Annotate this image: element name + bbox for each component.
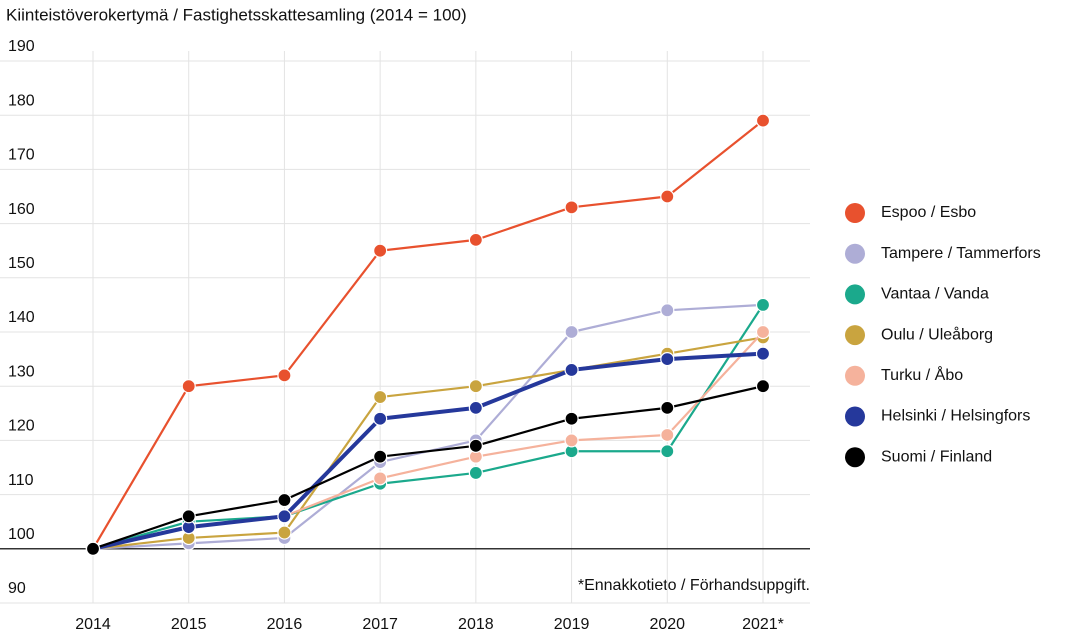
x-tick-label: 2020: [649, 616, 685, 633]
point: [755, 379, 771, 394]
legend-label: Suomi / Finland: [881, 448, 992, 465]
x-tick-label: 2017: [362, 616, 398, 633]
series: [85, 379, 771, 556]
legend-marker: [845, 203, 865, 223]
legend-label: Vantaa / Vanda: [881, 286, 989, 303]
point: [373, 411, 388, 426]
line: [92, 304, 764, 550]
line: [92, 385, 764, 550]
y-tick-label: 90: [8, 580, 26, 597]
chart-title: Kiinteistöverokertymä / Fastighetsskatte…: [6, 5, 467, 24]
point: [181, 379, 196, 394]
y-tick-label: 190: [8, 38, 35, 55]
point: [277, 525, 292, 540]
x-tick-label: 2016: [267, 616, 303, 633]
legend-label: Turku / Åbo: [881, 365, 963, 384]
point: [660, 303, 675, 318]
x-tick-label: 2014: [75, 616, 111, 633]
y-tick-label: 170: [8, 147, 35, 164]
legend-label: Espoo / Esbo: [881, 204, 976, 221]
point: [564, 411, 579, 426]
legend-marker: [845, 406, 865, 427]
point: [181, 509, 196, 524]
x-tick-label: 2021*: [742, 616, 784, 633]
y-tick-label: 120: [8, 418, 35, 435]
line: [92, 119, 764, 550]
point: [660, 352, 675, 367]
point: [85, 541, 101, 556]
legend-marker: [845, 325, 865, 346]
x-tick-label: 2015: [171, 616, 207, 633]
y-tick-label: 110: [8, 472, 34, 489]
point: [564, 200, 579, 215]
y-tick-label: 180: [8, 92, 35, 109]
legend-label: Helsinki / Helsingfors: [881, 408, 1030, 425]
point: [660, 444, 675, 459]
point: [468, 379, 483, 394]
x-tick-label: 2019: [554, 616, 590, 633]
point: [755, 346, 771, 361]
y-tick-label: 100: [8, 526, 35, 543]
line: [92, 351, 764, 551]
point: [755, 297, 771, 312]
legend-label: Oulu / Uleåborg: [881, 325, 993, 343]
point: [660, 189, 675, 204]
point: [755, 113, 771, 128]
point: [468, 232, 483, 247]
grid: [0, 51, 810, 604]
legend-marker: [845, 447, 865, 468]
point: [277, 368, 292, 383]
point: [660, 427, 675, 443]
legend-marker: [845, 365, 865, 386]
line: [92, 336, 764, 550]
y-tick-label: 150: [8, 255, 35, 272]
legend-marker: [845, 284, 865, 305]
y-tick-label: 130: [8, 363, 35, 380]
point: [755, 324, 771, 340]
point: [373, 449, 388, 464]
point: [373, 471, 388, 486]
point: [564, 362, 579, 378]
point: [468, 400, 483, 415]
legend-label: Tampere / Tammerfors: [881, 245, 1041, 262]
point: [373, 243, 388, 258]
y-tick-label: 160: [8, 201, 35, 218]
y-tick-label: 140: [8, 309, 35, 326]
point: [373, 389, 388, 405]
point: [660, 400, 675, 415]
legend-marker: [845, 243, 865, 264]
point: [277, 492, 292, 508]
point: [468, 438, 483, 453]
point: [277, 509, 292, 524]
point: [564, 433, 579, 448]
x-tick-label: 2018: [458, 616, 494, 633]
point: [564, 324, 579, 340]
annotation: *Ennakkotieto / Förhandsuppgift.: [578, 577, 810, 594]
point: [468, 465, 483, 481]
